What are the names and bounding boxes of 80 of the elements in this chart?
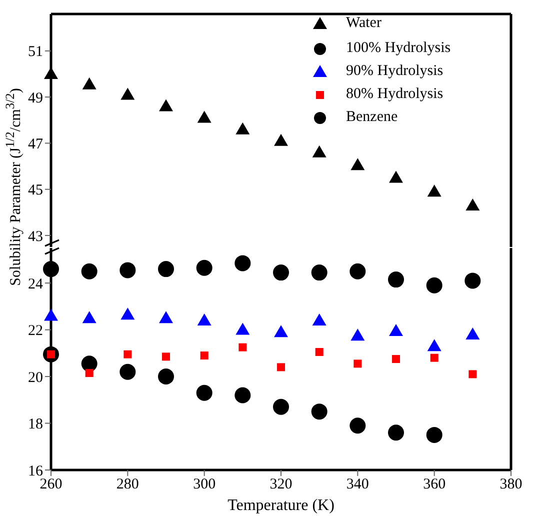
y-tick-label: 20 [28, 370, 43, 386]
point [238, 343, 247, 352]
point [430, 354, 438, 362]
x-axis-title: Temperature (K) [228, 497, 334, 514]
point [43, 261, 59, 278]
legend-label: 100% Hydrolysis [346, 40, 451, 57]
point [350, 263, 366, 280]
y-tick-label: 16 [28, 463, 44, 480]
point [274, 134, 288, 146]
y-tick-label: 24 [28, 276, 44, 292]
x-tick-label: 280 [116, 476, 139, 493]
point [427, 339, 442, 352]
y-tick-label: 51 [28, 44, 43, 60]
point [466, 198, 480, 210]
point [120, 262, 136, 278]
legend-label: Benzene [346, 109, 398, 126]
legend-label: Water [346, 15, 382, 32]
point [236, 122, 250, 134]
point [196, 260, 212, 276]
point [85, 369, 94, 378]
point [466, 327, 480, 340]
point [196, 384, 212, 401]
x-tick-label: 380 [500, 476, 522, 493]
point [427, 184, 442, 197]
point [389, 170, 403, 183]
point [350, 418, 366, 434]
point [120, 88, 135, 100]
point [159, 99, 173, 112]
point [311, 264, 328, 281]
point [82, 311, 96, 324]
y-tick-label: 43 [28, 228, 43, 245]
point [158, 368, 174, 385]
point [392, 355, 400, 363]
point [81, 356, 98, 372]
point [350, 158, 365, 170]
point [234, 387, 251, 404]
point [315, 348, 324, 356]
x-tick-label: 300 [193, 476, 216, 493]
point [311, 404, 328, 420]
x-tick-label: 360 [423, 476, 446, 493]
point [81, 263, 98, 280]
point [44, 66, 58, 79]
point [44, 308, 58, 321]
x-tick-label: 260 [40, 476, 62, 493]
point [426, 277, 442, 294]
point [234, 255, 251, 272]
point [159, 311, 173, 324]
point [468, 370, 477, 378]
x-tick-label: 340 [346, 476, 369, 493]
point [82, 77, 96, 90]
x-tick-label: 320 [270, 476, 292, 493]
legend-label: 80% Hydrolysis [346, 86, 444, 103]
point [162, 352, 170, 361]
legend-label: 90% Hydrolysis [346, 63, 444, 80]
point [273, 264, 289, 281]
point [274, 325, 288, 338]
point [389, 324, 403, 336]
point [388, 272, 404, 288]
point [236, 322, 250, 335]
y-tick-label: 49 [28, 90, 43, 106]
point [277, 363, 285, 372]
y-tick-label: 45 [28, 182, 43, 199]
point [354, 360, 362, 368]
point [124, 350, 132, 358]
point [120, 364, 136, 380]
point [388, 424, 404, 441]
point [464, 272, 481, 289]
point [120, 308, 135, 320]
y-tick-label: 47 [28, 136, 44, 153]
point [158, 261, 174, 278]
point [197, 110, 212, 123]
y-tick-label: 22 [28, 323, 43, 340]
point [273, 398, 289, 415]
point [200, 351, 208, 360]
point [312, 313, 326, 326]
y-tick-label: 18 [28, 416, 43, 433]
point [350, 328, 365, 341]
point [197, 313, 212, 326]
point [426, 426, 442, 443]
point [312, 145, 326, 158]
